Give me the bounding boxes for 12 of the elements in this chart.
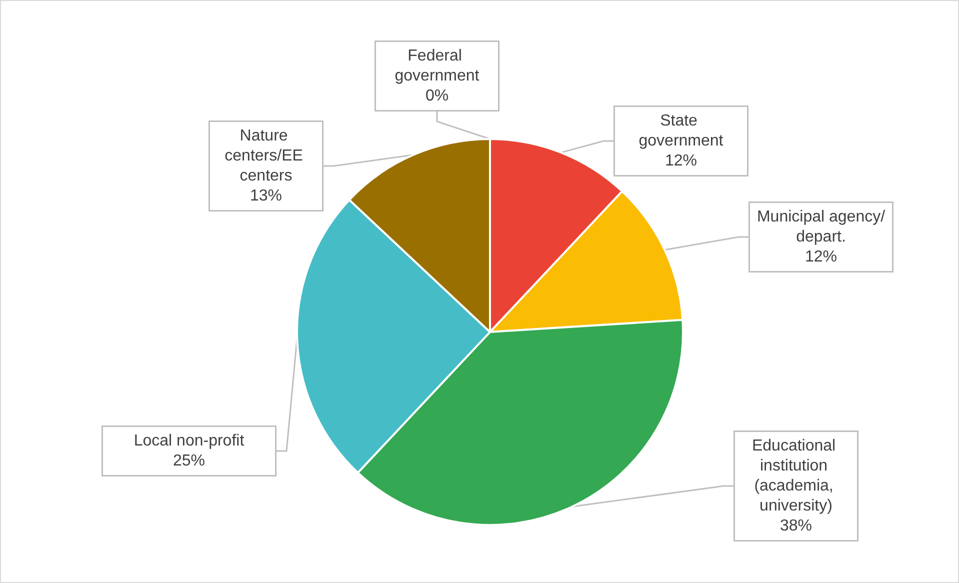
slice-label: Municipal agency/depart. [756,208,886,246]
slice-label: State government [638,112,724,150]
data-label: 38% [780,518,812,534]
slice-label: Nature centers/EE centers [224,128,308,184]
data-label: 12% [804,248,838,266]
text: 0% [425,88,449,104]
category-label: Federal government [394,48,480,84]
data-label: 25% [172,452,206,470]
slice-label: Educational institution (academia, university) [752,438,840,514]
data-label: 13% [250,188,282,204]
slice-label: Local non-profit [134,432,245,450]
data-label: 12% [664,152,698,170]
